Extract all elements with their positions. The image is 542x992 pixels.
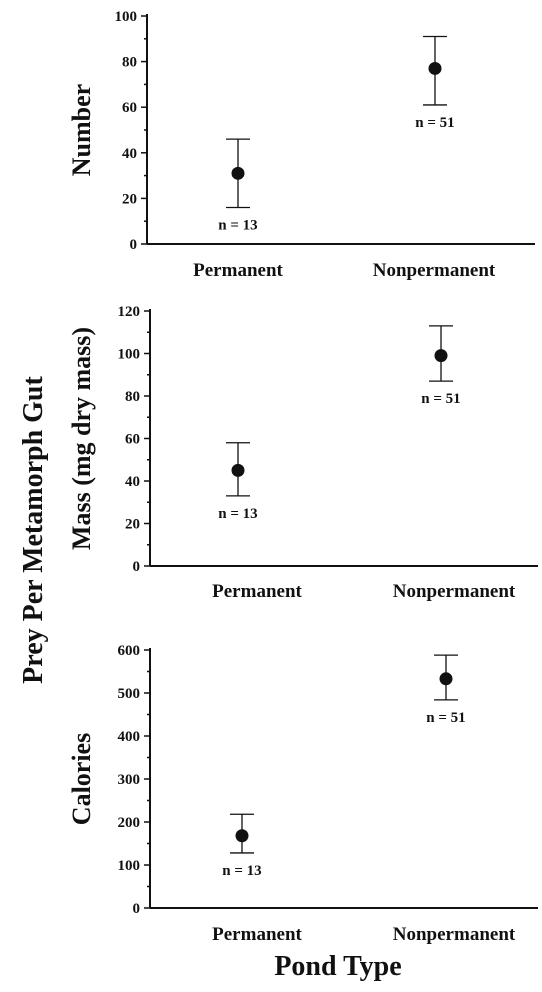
data-point xyxy=(235,829,249,843)
sample-size-label: n = 13 xyxy=(218,506,257,522)
y-tick-label: 100 xyxy=(118,858,141,874)
y-tick-label: 40 xyxy=(122,146,137,162)
y-tick-label: 100 xyxy=(115,9,138,25)
sample-size-label: n = 13 xyxy=(218,218,257,234)
x-category-label: Nonpermanent xyxy=(393,581,516,602)
data-point xyxy=(231,463,245,477)
y-tick-label: 300 xyxy=(118,772,141,788)
x-category-label: Permanent xyxy=(212,924,302,945)
chart-panels: 0 20 40 60 80 100 Permanent Nonpermanent Number n… xyxy=(67,9,538,945)
x-category-label: Permanent xyxy=(193,260,283,281)
y-axis-title: Calories xyxy=(67,733,96,825)
y-axis-title: Number xyxy=(67,84,96,176)
chart-panel-2: 0 20 40 60 80 100 120 Permanent Nonpermanent Mass… xyxy=(67,304,538,602)
y-tick-label: 0 xyxy=(133,901,141,917)
x-category-label: Nonpermanent xyxy=(373,260,496,281)
sample-size-label: n = 51 xyxy=(415,115,454,131)
shared-y-axis-title: Prey Per Metamorph Gut xyxy=(18,376,49,684)
sample-size-label: n = 13 xyxy=(222,863,261,879)
data-point xyxy=(428,61,442,75)
y-axis-title: Mass (mg dry mass) xyxy=(67,327,96,550)
y-tick-label: 400 xyxy=(118,729,141,745)
data-point xyxy=(439,672,453,686)
y-tick-label: 20 xyxy=(125,517,140,533)
y-tick-label: 60 xyxy=(122,100,137,116)
y-tick-label: 500 xyxy=(118,686,141,702)
y-tick-label: 80 xyxy=(122,55,137,71)
y-tick-label: 0 xyxy=(133,559,141,575)
data-point xyxy=(231,166,245,180)
chart-panel-1: 0 20 40 60 80 100 Permanent Nonpermanent Number n… xyxy=(67,9,535,281)
y-tick-label: 600 xyxy=(118,643,141,659)
sample-size-label: n = 51 xyxy=(421,391,460,407)
y-tick-label: 100 xyxy=(118,347,141,363)
data-point xyxy=(434,349,448,363)
x-axis-title: Pond Type xyxy=(274,951,401,982)
sample-size-label: n = 51 xyxy=(426,710,465,726)
y-tick-label: 200 xyxy=(118,815,141,831)
chart-panel-3: 0 100 200 300 400 500 600 Permanent Nonpermanent… xyxy=(67,643,538,945)
y-tick-label: 120 xyxy=(118,304,141,320)
y-tick-label: 20 xyxy=(122,191,137,207)
y-tick-label: 80 xyxy=(125,389,140,405)
y-tick-label: 40 xyxy=(125,474,140,490)
y-tick-label: 0 xyxy=(130,237,138,253)
y-tick-label: 60 xyxy=(125,432,140,448)
x-category-label: Nonpermanent xyxy=(393,924,516,945)
x-category-label: Permanent xyxy=(212,581,302,602)
